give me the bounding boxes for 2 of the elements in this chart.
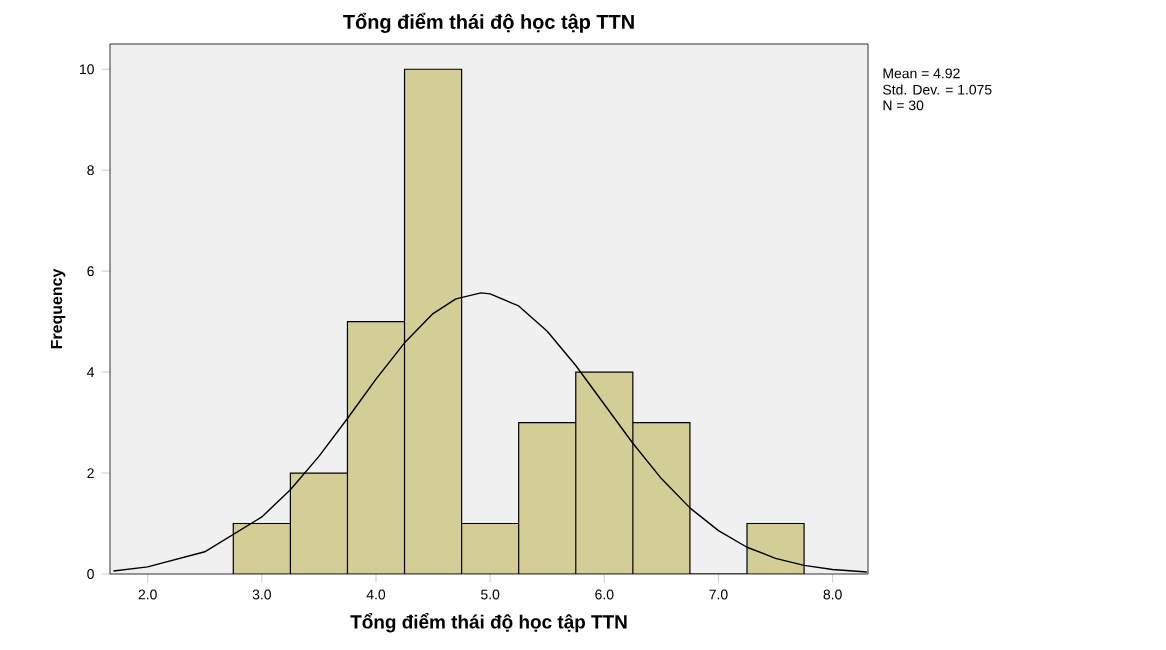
x-axis-title: Tổng điểm thái độ học tập TTN <box>350 613 627 633</box>
chart-title: Tổng điểm thái độ học tập TTN <box>343 12 634 33</box>
